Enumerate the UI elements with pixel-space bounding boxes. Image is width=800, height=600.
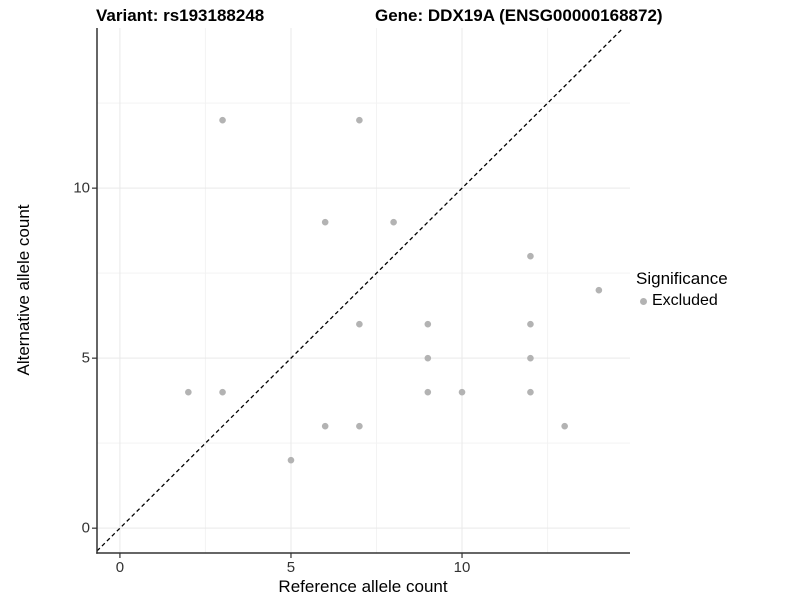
data-point bbox=[356, 320, 363, 328]
data-point bbox=[527, 354, 534, 362]
data-point bbox=[356, 422, 363, 430]
data-point bbox=[185, 388, 192, 396]
data-point bbox=[527, 388, 534, 396]
y-tick-label: 5 bbox=[81, 349, 90, 367]
y-axis-label: Alternative allele count bbox=[14, 204, 33, 376]
legend-item-label: Excluded bbox=[652, 292, 718, 309]
data-point bbox=[424, 388, 432, 396]
data-point bbox=[595, 286, 603, 294]
data-point bbox=[287, 456, 295, 464]
legend-point-swatch bbox=[640, 297, 647, 305]
legend-item-excluded: Excluded bbox=[640, 292, 728, 310]
y-tick-label: 0 bbox=[81, 519, 90, 537]
legend-title: Significance bbox=[636, 269, 728, 288]
data-point bbox=[561, 422, 568, 430]
data-point bbox=[219, 116, 226, 124]
x-axis-label: Reference allele count bbox=[278, 577, 448, 596]
data-point bbox=[527, 252, 534, 260]
data-point bbox=[356, 116, 363, 124]
data-point bbox=[390, 218, 397, 226]
gene-title: Gene: DDX19A (ENSG00000168872) bbox=[375, 6, 663, 25]
data-point bbox=[527, 320, 534, 328]
data-point bbox=[458, 388, 466, 396]
identity-reference-line bbox=[96, 27, 624, 552]
data-point bbox=[424, 354, 432, 362]
variant-title: Variant: rs193188248 bbox=[96, 6, 265, 25]
data-point bbox=[321, 218, 329, 226]
legend: Significance Excluded bbox=[636, 269, 728, 310]
x-tick-label: 10 bbox=[453, 559, 471, 576]
y-tick-label: 10 bbox=[73, 179, 90, 197]
x-tick-label: 0 bbox=[115, 559, 125, 576]
data-point bbox=[219, 388, 226, 396]
data-point bbox=[321, 422, 329, 430]
data-point bbox=[424, 320, 432, 328]
x-tick-label: 5 bbox=[286, 559, 296, 576]
